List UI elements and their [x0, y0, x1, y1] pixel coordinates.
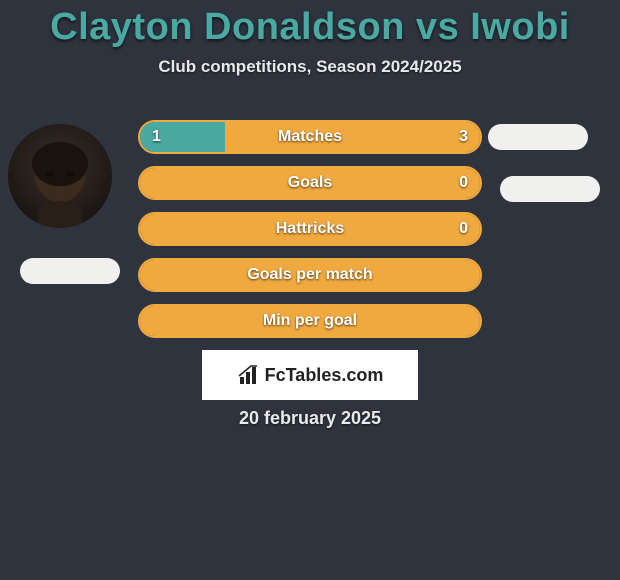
- stat-label: Goals per match: [247, 266, 372, 284]
- snapshot-date: 20 february 2025: [0, 408, 620, 429]
- stat-row-hattricks: Hattricks 0: [138, 212, 482, 246]
- branding-badge: FcTables.com: [202, 350, 418, 400]
- bar-chart-icon: [237, 363, 261, 387]
- stat-label: Matches: [278, 128, 342, 146]
- stat-label: Hattricks: [276, 220, 344, 238]
- stat-row-matches: 1 Matches 3: [138, 120, 482, 154]
- player2-name-pill: [500, 176, 600, 202]
- stat-row-min-per-goal: Min per goal: [138, 304, 482, 338]
- stat-value-left: 1: [152, 128, 161, 146]
- comparison-title: Clayton Donaldson vs Iwobi: [0, 0, 620, 49]
- player1-avatar: [8, 124, 112, 228]
- stat-value-right: 0: [459, 220, 468, 238]
- stat-label: Min per goal: [263, 312, 357, 330]
- stat-row-goals-per-match: Goals per match: [138, 258, 482, 292]
- branding-text: FcTables.com: [265, 365, 384, 386]
- stats-rows: 1 Matches 3 Goals 0 Hattricks 0 Goals pe…: [138, 120, 482, 350]
- stat-label: Goals: [288, 174, 332, 192]
- player1-name-pill: [20, 258, 120, 284]
- player2-avatar-pill: [488, 124, 588, 150]
- stat-value-right: 3: [459, 128, 468, 146]
- stat-row-goals: Goals 0: [138, 166, 482, 200]
- stat-value-right: 0: [459, 174, 468, 192]
- comparison-subtitle: Club competitions, Season 2024/2025: [0, 57, 620, 77]
- stat-bar-right: [225, 122, 480, 152]
